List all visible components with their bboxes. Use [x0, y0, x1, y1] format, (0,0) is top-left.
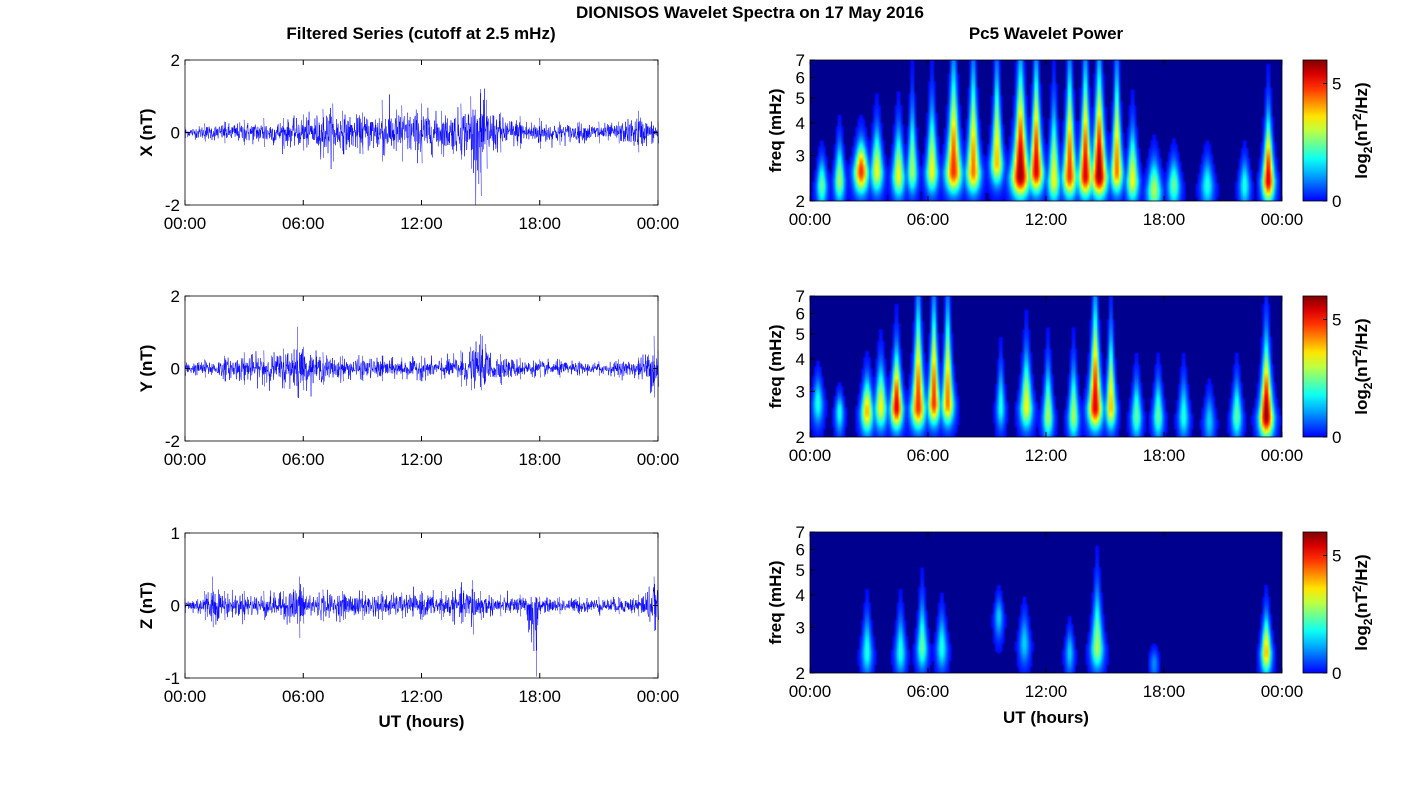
spectrogram-x-colorbar	[1302, 59, 1328, 202]
timeseries-x-ytick-label: 0	[171, 124, 180, 143]
spectrogram-z-xtick-label: 00:00	[1261, 682, 1304, 701]
spectrogram-z-ytick-label: 7	[796, 523, 805, 542]
spectrogram-x-xtick-label: 06:00	[907, 210, 950, 229]
timeseries-y-ylabel: Y (nT)	[137, 345, 156, 393]
spectrogram-x-xtick-label: 18:00	[1143, 210, 1186, 229]
spectrogram-z-ytick-label: 2	[796, 664, 805, 683]
timeseries-y-xtick-label: 06:00	[282, 450, 325, 469]
spectrogram-z-power-field	[810, 532, 1282, 673]
spectrogram-y-xtick-label: 00:00	[789, 446, 832, 465]
timeseries-y-xtick-label: 00:00	[164, 450, 207, 469]
timeseries-x-xtick-label: 18:00	[518, 214, 561, 233]
timeseries-y-xtick-label: 00:00	[637, 450, 680, 469]
timeseries-y-ytick-label: 0	[171, 360, 180, 379]
spectrogram-x-ytick-label: 4	[796, 114, 805, 133]
timeseries-z-series-line	[184, 576, 659, 677]
spectrogram-x-xtick-label: 00:00	[789, 210, 832, 229]
spectrogram-y-xtick-label: 12:00	[1025, 446, 1068, 465]
spectrogram-x-power-field	[810, 60, 1282, 201]
spectrogram-x-ytick-label: 2	[796, 192, 805, 211]
timeseries-x-ytick-label: 2	[171, 51, 180, 70]
timeseries-x-xtick-label: 00:00	[164, 214, 207, 233]
spectrogram-x-ytick-label: 7	[796, 51, 805, 70]
spectrogram-panel-y: 2 3 4 5 67 00:00 06:00 12:00 18:00 00:00 freq (mHz…	[766, 287, 1375, 465]
spectrogram-z-xlabel: UT (hours)	[1003, 708, 1089, 727]
spectrogram-z-colorbar-label: log2(nT2/Hz)	[1350, 554, 1375, 650]
spectrogram-y-ylabel: freq (mHz)	[766, 324, 785, 408]
spectrogram-x-xtick-label: 12:00	[1025, 210, 1068, 229]
timeseries-x-xtick-label: 06:00	[282, 214, 325, 233]
timeseries-y-xtick-label: 18:00	[518, 450, 561, 469]
spectrogram-x-colorbar-tick-label: 0	[1332, 192, 1341, 211]
timeseries-y-xtick-label: 12:00	[400, 450, 443, 469]
spectrogram-z-xtick-label: 12:00	[1025, 682, 1068, 701]
timeseries-x-series-line	[184, 88, 659, 206]
spectrogram-panel-x: 2 3 4 5 67 00:00 06:00 12:00 18:00 00:00 freq (mHz…	[766, 51, 1375, 229]
spectrogram-z-xtick-label: 18:00	[1143, 682, 1186, 701]
timeseries-x-xtick-label: 00:00	[637, 214, 680, 233]
spectrogram-y-xtick-label: 18:00	[1143, 446, 1186, 465]
left-column-title: Filtered Series (cutoff at 2.5 mHz)	[286, 24, 555, 43]
spectrogram-y-colorbar	[1302, 295, 1328, 438]
spectrogram-z-xtick-label: 00:00	[789, 682, 832, 701]
spectrogram-y-power-field	[810, 296, 1282, 437]
spectrogram-x-ytick-label: 6	[796, 68, 805, 87]
timeseries-z-xtick-label: 06:00	[282, 687, 325, 706]
spectrogram-x-colorbar-tick-label: 5	[1332, 75, 1341, 94]
spectrogram-y-xtick-label: 06:00	[907, 446, 950, 465]
spectrogram-y-colorbar-tick-label: 5	[1332, 311, 1341, 330]
spectrogram-y-colorbar-tick-label: 0	[1332, 428, 1341, 447]
timeseries-x-xtick-label: 12:00	[400, 214, 443, 233]
spectrogram-z-ylabel: freq (mHz)	[766, 560, 785, 644]
timeseries-y-ytick-label: 2	[171, 287, 180, 306]
timeseries-z-xtick-label: 18:00	[518, 687, 561, 706]
timeseries-z-ytick-label: -1	[165, 669, 180, 688]
spectrogram-y-ytick-label: 5	[796, 325, 805, 344]
timeseries-y-ytick-label: -2	[165, 432, 180, 451]
spectrogram-y-ytick-label: 6	[796, 304, 805, 323]
spectrogram-y-colorbar-label: log2(nT2/Hz)	[1350, 318, 1375, 414]
timeseries-z-ytick-label: 1	[171, 524, 180, 543]
timeseries-z-ytick-label: 0	[171, 597, 180, 616]
figure-title: DIONISOS Wavelet Spectra on 17 May 2016	[576, 3, 924, 22]
spectrogram-z-colorbar-tick-label: 0	[1332, 664, 1341, 683]
spectrogram-x-ylabel: freq (mHz)	[766, 88, 785, 172]
spectrogram-z-ytick-label: 4	[796, 586, 805, 605]
spectrogram-x-xtick-label: 00:00	[1261, 210, 1304, 229]
spectrogram-z-colorbar-tick-label: 5	[1332, 547, 1341, 566]
timeseries-z-xlabel: UT (hours)	[379, 712, 465, 731]
spectrogram-z-xtick-label: 06:00	[907, 682, 950, 701]
timeseries-panel-z: -1 0 1 00:00 06:00 12:00 18:00 00:00 UT (hours) Z…	[137, 524, 679, 731]
spectrogram-x-ytick-label: 5	[796, 89, 805, 108]
spectrogram-y-ytick-label: 7	[796, 287, 805, 306]
timeseries-panel-x: -2 0 2 00:00 06:00 12:00 18:00 00:00 X (nT)	[137, 51, 679, 233]
timeseries-z-xtick-label: 00:00	[164, 687, 207, 706]
timeseries-z-xtick-label: 12:00	[400, 687, 443, 706]
spectrogram-z-ytick-label: 5	[796, 561, 805, 580]
spectrogram-z-ytick-label: 3	[796, 618, 805, 637]
spectrogram-x-ytick-label: 3	[796, 146, 805, 165]
timeseries-x-ylabel: X (nT)	[137, 108, 156, 156]
spectrogram-z-colorbar	[1302, 531, 1328, 674]
spectrogram-panel-z: 2 3 4 5 67 00:00 06:00 12:00 18:00 00:00 UT (hours…	[766, 523, 1375, 727]
spectrogram-y-ytick-label: 2	[796, 428, 805, 447]
right-column-title: Pc5 Wavelet Power	[969, 24, 1124, 43]
timeseries-z-xtick-label: 00:00	[637, 687, 680, 706]
spectrogram-z-ytick-label: 6	[796, 540, 805, 559]
spectrogram-y-xtick-label: 00:00	[1261, 446, 1304, 465]
timeseries-y-series-line	[184, 326, 659, 399]
spectrogram-y-ytick-label: 3	[796, 382, 805, 401]
timeseries-panel-y: -2 0 2 00:00 06:00 12:00 18:00 00:00 Y (nT)	[137, 287, 679, 469]
timeseries-z-ylabel: Z (nT)	[137, 582, 156, 629]
spectrogram-y-ytick-label: 4	[796, 350, 805, 369]
spectrogram-x-colorbar-label: log2(nT2/Hz)	[1350, 82, 1375, 178]
timeseries-x-ytick-label: -2	[165, 196, 180, 215]
